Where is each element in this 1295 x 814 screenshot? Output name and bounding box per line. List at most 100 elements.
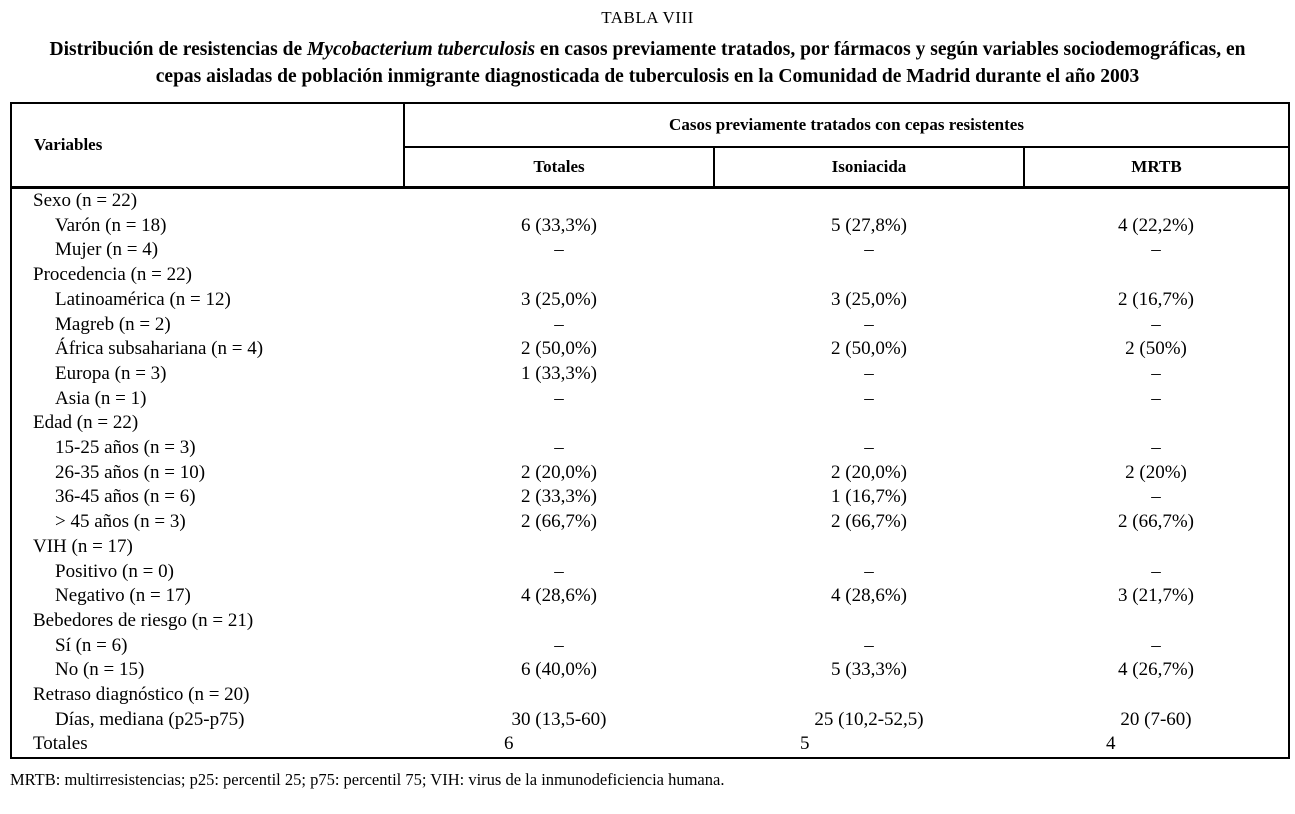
- cell-value: 4 (28,6%): [831, 585, 907, 607]
- table-row: Asia (n = 1) – – –: [11, 387, 1289, 412]
- cell-value: [1024, 683, 1289, 708]
- table-row: Negativo (n = 17) 4 (28,6%) 4 (28,6%) 3 …: [11, 584, 1289, 609]
- cell-value: [714, 188, 1024, 214]
- table-subtitle: Distribución de resistencias de Mycobact…: [36, 36, 1259, 90]
- column-header-isoniacida: Isoniacida: [713, 147, 1024, 189]
- row-label: Totales: [33, 733, 88, 755]
- cell-value: 6 (40,0%): [521, 659, 597, 681]
- cell-value: 6: [504, 733, 514, 755]
- table-row-totals: Totales 6 5 4: [11, 732, 1289, 758]
- table-row: Sexo (n = 22): [11, 188, 1289, 214]
- table-caption: TABLA VIII Distribución de resistencias …: [0, 0, 1295, 90]
- cell-value: 2 (20,0%): [831, 461, 907, 483]
- table-row: Bebedores de riesgo (n = 21): [11, 609, 1289, 634]
- row-label: Asia (n = 1): [55, 387, 147, 409]
- row-label: 36-45 años (n = 6): [55, 486, 196, 508]
- cell-value: [1024, 411, 1289, 436]
- cell-value: –: [864, 387, 874, 409]
- table-row: 36-45 años (n = 6) 2 (33,3%) 1 (16,7%) –: [11, 485, 1289, 510]
- cell-value: –: [554, 239, 564, 261]
- row-label: 26-35 años (n = 10): [55, 461, 206, 483]
- cell-value: [404, 535, 714, 560]
- cell-value: –: [1151, 387, 1161, 409]
- cell-value: –: [1151, 486, 1161, 508]
- cell-value: 4 (22,2%): [1118, 214, 1194, 236]
- cell-value: –: [864, 437, 874, 459]
- cell-value: 30 (13,5-60): [511, 708, 607, 730]
- cell-value: [1024, 535, 1289, 560]
- cell-value: 2 (20,0%): [521, 461, 597, 483]
- row-label: Varón (n = 18): [55, 214, 167, 236]
- cell-value: –: [864, 634, 874, 656]
- cell-value: [404, 609, 714, 634]
- cell-value: 2 (50,0%): [521, 338, 597, 360]
- table-row: Positivo (n = 0) – – –: [11, 560, 1289, 585]
- cell-value: [404, 188, 714, 214]
- cell-value: [404, 683, 714, 708]
- cell-value: [404, 263, 714, 288]
- cell-value: –: [554, 313, 564, 335]
- cell-value: –: [554, 560, 564, 582]
- table-row: Mujer (n = 4) – – –: [11, 238, 1289, 263]
- cell-value: [714, 683, 1024, 708]
- table-row: > 45 años (n = 3) 2 (66,7%) 2 (66,7%) 2 …: [11, 510, 1289, 535]
- cell-value: 4 (26,7%): [1118, 659, 1194, 681]
- cell-value: 5 (27,8%): [831, 214, 907, 236]
- row-label: Días, mediana (p25-p75): [55, 708, 245, 730]
- cell-value: –: [1151, 560, 1161, 582]
- table-row: 15-25 años (n = 3) – – –: [11, 436, 1289, 461]
- row-label: Europa (n = 3): [55, 362, 167, 384]
- cell-value: 2 (16,7%): [1118, 288, 1194, 310]
- cell-value: –: [864, 362, 874, 384]
- cell-value: 3 (25,0%): [831, 288, 907, 310]
- cell-value: [1024, 609, 1289, 634]
- table-header: Variables Casos previamente tratados con…: [11, 103, 1290, 189]
- cell-value: –: [1151, 313, 1161, 335]
- table-row: Retraso diagnóstico (n = 20): [11, 683, 1289, 708]
- cell-value: –: [554, 634, 564, 656]
- cell-value: 2 (33,3%): [521, 486, 597, 508]
- cell-value: –: [554, 387, 564, 409]
- cell-value: 25 (10,2-52,5): [814, 708, 924, 730]
- cell-value: 20 (7-60): [1120, 708, 1192, 730]
- cell-value: 2 (50,0%): [831, 338, 907, 360]
- row-label: Mujer (n = 4): [55, 239, 159, 261]
- cell-value: 2 (20%): [1125, 461, 1187, 483]
- cell-value: –: [864, 239, 874, 261]
- cell-value: –: [1151, 362, 1161, 384]
- table-row: No (n = 15) 6 (40,0%) 5 (33,3%) 4 (26,7%…: [11, 658, 1289, 683]
- cell-value: –: [864, 560, 874, 582]
- row-label: No (n = 15): [55, 659, 145, 681]
- row-label: África subsahariana (n = 4): [55, 338, 264, 360]
- table-row: Magreb (n = 2) – – –: [11, 313, 1289, 338]
- column-header-totales: Totales: [404, 147, 714, 189]
- cell-value: –: [1151, 437, 1161, 459]
- cell-value: 1 (33,3%): [521, 362, 597, 384]
- cell-value: –: [554, 437, 564, 459]
- resistance-table: Variables Casos previamente tratados con…: [10, 102, 1291, 760]
- table-row: Procedencia (n = 22): [11, 263, 1289, 288]
- cell-value: 6 (33,3%): [521, 214, 597, 236]
- cell-value: –: [1151, 239, 1161, 261]
- cell-value: 5 (33,3%): [831, 659, 907, 681]
- subtitle-text-2: en casos previamente tratados, por fárma…: [155, 39, 1246, 87]
- table-number-title: TABLA VIII: [601, 8, 694, 27]
- cell-value: 1 (16,7%): [831, 486, 907, 508]
- table-row: Europa (n = 3) 1 (33,3%) – –: [11, 362, 1289, 387]
- cell-value: 4 (28,6%): [521, 585, 597, 607]
- cell-value: [714, 411, 1024, 436]
- variables-column-header: Variables: [11, 103, 405, 189]
- row-label: Retraso diagnóstico (n = 20): [33, 684, 250, 706]
- row-label: Sí (n = 6): [55, 634, 128, 656]
- cell-value: [1024, 188, 1289, 214]
- row-label: Procedencia (n = 22): [33, 264, 192, 286]
- table-row: Varón (n = 18) 6 (33,3%) 5 (27,8%) 4 (22…: [11, 214, 1289, 239]
- row-label: > 45 años (n = 3): [55, 511, 186, 533]
- table-row: África subsahariana (n = 4) 2 (50,0%) 2 …: [11, 337, 1289, 362]
- cell-value: –: [1151, 634, 1161, 656]
- cell-value: [404, 411, 714, 436]
- table-row: VIH (n = 17): [11, 535, 1289, 560]
- cell-value: [714, 535, 1024, 560]
- cell-value: –: [864, 313, 874, 335]
